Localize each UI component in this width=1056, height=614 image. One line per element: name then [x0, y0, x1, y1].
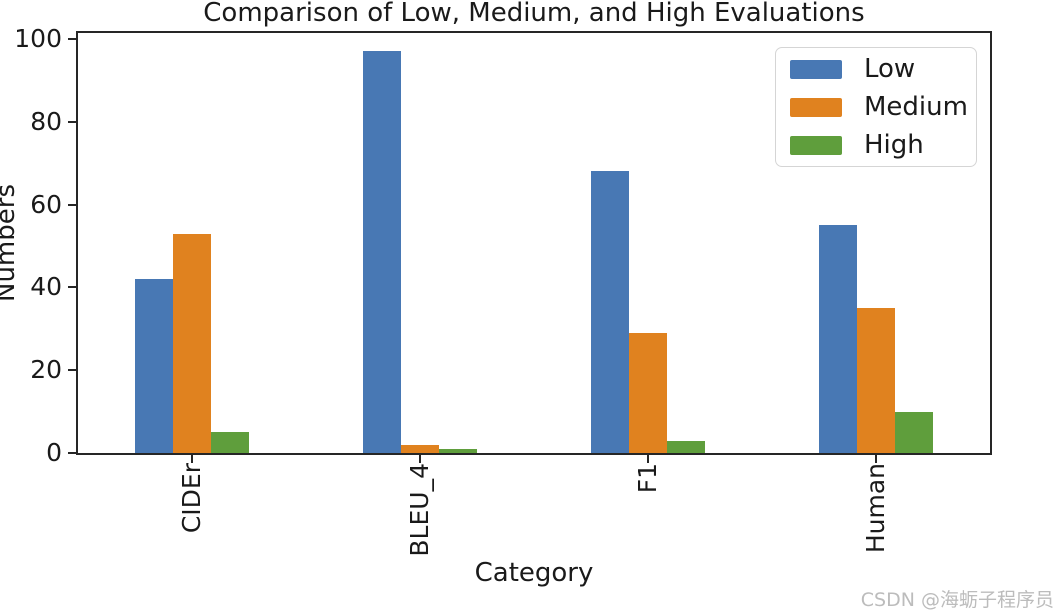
y-tick-mark [68, 204, 76, 206]
legend-label: Medium [864, 91, 968, 122]
x-tick-label-cider: CIDEr [177, 463, 206, 534]
x-tick-mark [875, 455, 877, 463]
bar-high-cider [211, 432, 249, 453]
x-tick-label-bleu_4: BLEU_4 [405, 463, 434, 557]
chart-title: Comparison of Low, Medium, and High Eval… [203, 0, 865, 28]
x-tick-label-f1: F1 [633, 463, 662, 494]
x-tick-mark [419, 455, 421, 463]
legend-swatch-medium [790, 97, 842, 117]
bar-medium-bleu_4 [401, 445, 439, 453]
legend-swatch-high [790, 135, 842, 155]
y-tick-mark [68, 38, 76, 40]
legend-item-high: High [790, 129, 962, 160]
bar-high-bleu_4 [439, 449, 477, 453]
y-tick-mark [68, 369, 76, 371]
legend-swatch-low [790, 59, 842, 79]
bar-low-bleu_4 [363, 51, 401, 453]
x-axis-label: Category [474, 558, 594, 588]
legend-label: Low [864, 53, 916, 84]
y-tick-label: 100 [14, 24, 62, 53]
bar-low-f1 [591, 171, 629, 453]
bar-high-human [895, 412, 933, 453]
y-tick-label: 80 [30, 107, 62, 136]
bar-high-f1 [667, 441, 705, 453]
bar-medium-cider [173, 234, 211, 453]
x-tick-mark [647, 455, 649, 463]
y-tick-label: 40 [30, 272, 62, 301]
y-tick-mark [68, 452, 76, 454]
y-tick-mark [68, 121, 76, 123]
x-tick-label-human: Human [861, 463, 890, 554]
legend-item-medium: Medium [790, 92, 968, 122]
bar-low-human [819, 225, 857, 453]
x-tick-mark [191, 455, 193, 463]
bar-medium-human [857, 308, 895, 453]
y-tick-label: 0 [46, 438, 62, 467]
y-tick-mark [68, 286, 76, 288]
bar-low-cider [135, 279, 173, 453]
bar-medium-f1 [629, 333, 667, 453]
legend-label: High [864, 129, 924, 160]
legend: Low Medium High [775, 47, 977, 167]
legend-item-low: Low [790, 53, 962, 84]
y-tick-label: 60 [30, 190, 62, 219]
watermark: CSDN @海蛎子程序员 [860, 589, 1054, 611]
y-tick-label: 20 [30, 355, 62, 384]
